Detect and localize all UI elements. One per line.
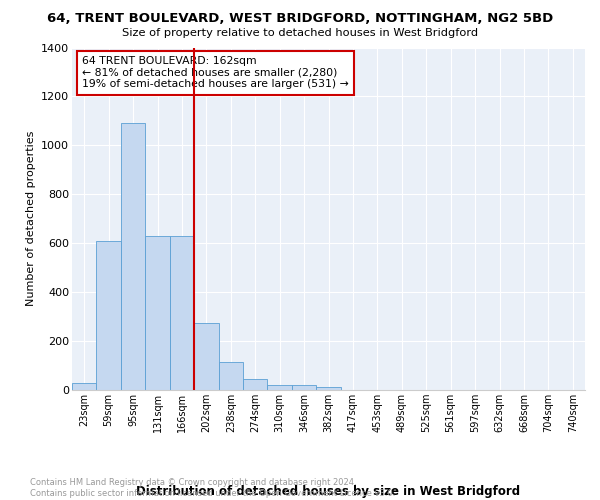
Bar (268, 385, 292, 390)
Text: 64 TRENT BOULEVARD: 162sqm
← 81% of detached houses are smaller (2,280)
19% of s: 64 TRENT BOULEVARD: 162sqm ← 81% of deta… (82, 56, 349, 90)
Bar (218, 362, 243, 390)
Bar (316, 387, 341, 390)
Bar (292, 385, 316, 390)
Text: Contains HM Land Registry data © Crown copyright and database right 2024.
Contai: Contains HM Land Registry data © Crown c… (30, 478, 395, 498)
Bar (121, 124, 145, 390)
Bar (243, 379, 268, 390)
Text: Size of property relative to detached houses in West Bridgford: Size of property relative to detached ho… (122, 28, 478, 38)
Bar (194, 322, 218, 390)
Bar (97, 241, 121, 390)
Bar (72, 383, 97, 390)
Y-axis label: Number of detached properties: Number of detached properties (26, 131, 35, 306)
X-axis label: Distribution of detached houses by size in West Bridgford: Distribution of detached houses by size … (136, 485, 521, 498)
Bar (145, 236, 170, 390)
Text: 64, TRENT BOULEVARD, WEST BRIDGFORD, NOTTINGHAM, NG2 5BD: 64, TRENT BOULEVARD, WEST BRIDGFORD, NOT… (47, 12, 553, 26)
Bar (170, 236, 194, 390)
